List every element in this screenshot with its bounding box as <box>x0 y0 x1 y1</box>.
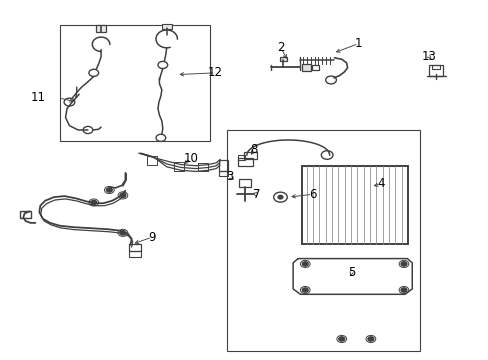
Text: 8: 8 <box>250 143 257 156</box>
Circle shape <box>302 288 307 292</box>
Text: 2: 2 <box>277 41 284 54</box>
Text: 6: 6 <box>308 188 316 201</box>
Circle shape <box>120 231 125 235</box>
Text: 11: 11 <box>30 91 45 104</box>
Bar <box>244 152 256 158</box>
Circle shape <box>120 193 125 198</box>
Circle shape <box>338 337 344 341</box>
Bar <box>219 171 227 176</box>
Bar <box>311 65 318 69</box>
Bar <box>301 166 407 244</box>
Bar <box>238 156 245 160</box>
Bar <box>60 24 210 141</box>
Circle shape <box>400 262 406 266</box>
Bar <box>238 158 252 166</box>
Bar <box>162 24 171 29</box>
Text: 9: 9 <box>148 231 156 244</box>
Circle shape <box>367 337 373 341</box>
Bar <box>219 160 227 171</box>
Text: 4: 4 <box>376 177 384 190</box>
Bar <box>428 65 442 76</box>
Bar <box>128 251 141 257</box>
Circle shape <box>278 195 283 199</box>
Circle shape <box>302 262 307 266</box>
Bar <box>96 25 106 32</box>
Bar <box>239 179 251 187</box>
Text: 1: 1 <box>354 37 362 50</box>
Bar <box>431 65 440 69</box>
Bar <box>301 64 310 71</box>
Circle shape <box>106 188 112 192</box>
Text: 13: 13 <box>421 50 436 63</box>
Bar <box>128 244 141 251</box>
Bar <box>227 130 419 351</box>
Text: 10: 10 <box>183 152 198 165</box>
Circle shape <box>91 201 97 204</box>
Text: 5: 5 <box>347 266 354 279</box>
Text: 12: 12 <box>207 66 223 79</box>
Bar <box>301 166 407 244</box>
Circle shape <box>400 288 406 292</box>
Text: 3: 3 <box>226 170 233 183</box>
Text: 7: 7 <box>252 188 260 201</box>
Bar <box>279 57 287 62</box>
Bar <box>20 211 30 218</box>
